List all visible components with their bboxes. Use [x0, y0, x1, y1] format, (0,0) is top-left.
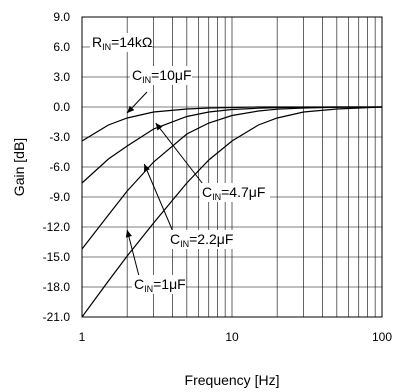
y-tick-labels: 9.0 6.0 3.0 0.0 -3.0 -6.0 -9.0 -12.0 -15.0 -18.0 -…	[43, 10, 71, 324]
y-tick-label: -3.0	[49, 130, 70, 144]
y-tick-label: -12.0	[43, 220, 71, 234]
x-tick-label: 10	[225, 330, 239, 344]
y-tick-label: 3.0	[53, 70, 70, 84]
y-tick-label: -6.0	[49, 160, 70, 174]
series-layer	[81, 106, 383, 318]
x-axis-label: Frequency [Hz]	[185, 372, 280, 388]
x-tick-label: 100	[372, 330, 392, 344]
y-tick-label: -15.0	[43, 250, 71, 264]
annotation-arrowhead	[144, 164, 150, 172]
y-tick-label: -21.0	[43, 310, 71, 324]
annotation-arrowhead	[125, 230, 132, 238]
annotation-label-bg	[90, 33, 152, 52]
series-line-3	[81, 106, 383, 250]
annotation-label-bg	[168, 230, 238, 249]
y-axis-label: Gain [dB]	[11, 138, 27, 196]
series-line-4	[81, 106, 383, 318]
annotation-arrow-line	[143, 163, 175, 235]
annotation-arrowhead	[155, 123, 163, 131]
annotation-label-bg	[200, 183, 270, 202]
annotation-label-c10: CIN=10μF	[132, 67, 192, 85]
annotation-arrow-line	[155, 122, 207, 189]
annotation-label-c47: CIN=4.7μF	[202, 184, 265, 202]
y-tick-label: 6.0	[53, 40, 70, 54]
y-tick-label: -18.0	[43, 280, 71, 294]
x-tick-label: 1	[79, 330, 86, 344]
annotation-label-c1: CIN=1μF	[134, 276, 186, 294]
annotations: RIN=14kΩ CIN=10μF CIN=4.7μF CIN=2.2μF CIN=1μ…	[90, 33, 270, 294]
annotation-label-bg	[130, 66, 192, 85]
annotation-arrow-line	[126, 229, 141, 281]
grid	[82, 17, 382, 317]
y-tick-label: -9.0	[49, 190, 70, 204]
annotation-label-c22: CIN=2.2μF	[170, 231, 233, 249]
y-tick-label: 0.0	[53, 100, 70, 114]
annotation-arrowhead	[127, 105, 135, 113]
x-tick-labels: 1 10 100	[79, 330, 393, 344]
y-tick-label: 9.0	[53, 10, 70, 24]
series-line-2	[81, 106, 382, 184]
annotation-label-bg	[132, 275, 186, 294]
annotation-label-rin: RIN=14kΩ	[92, 34, 152, 52]
plot-frame	[81, 16, 383, 318]
